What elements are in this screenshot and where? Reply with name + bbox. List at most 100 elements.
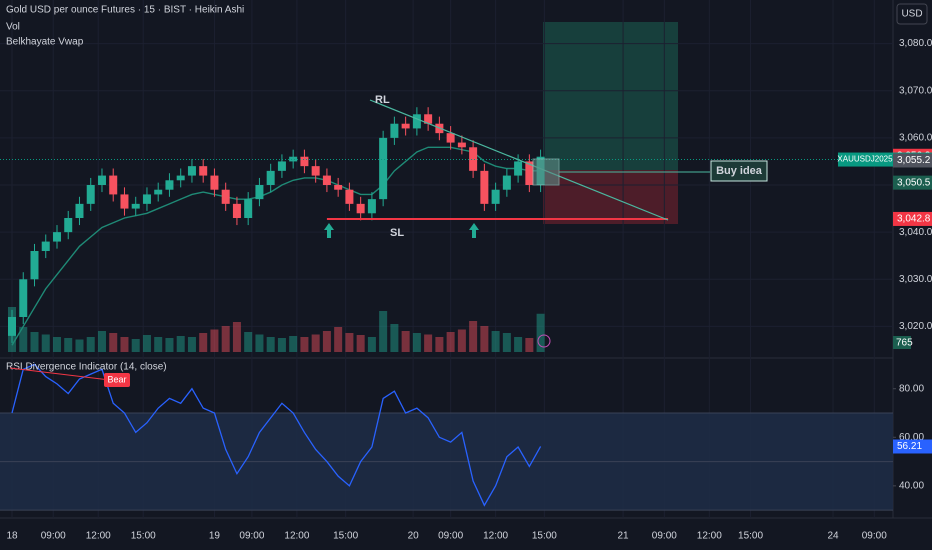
candle-body	[199, 166, 208, 176]
volume-bar	[176, 336, 185, 352]
volume-bar	[469, 321, 478, 352]
candle-body	[514, 161, 523, 176]
vwap-line	[11, 146, 541, 346]
value-tag-label: 56.21	[897, 441, 922, 452]
volume-bar	[64, 338, 73, 352]
volume-bar	[41, 334, 50, 352]
volume-bar	[536, 313, 545, 352]
candle-body	[165, 180, 174, 190]
candle-body	[480, 170, 489, 204]
volume-bar	[446, 332, 455, 352]
y-tick-label: 3,020.0	[899, 321, 932, 332]
candle-body	[289, 156, 298, 162]
volume-bar	[300, 337, 309, 352]
y-tick-label: 80.00	[899, 383, 924, 394]
volume-bar	[142, 335, 151, 352]
candle-body	[457, 142, 466, 148]
arrow-up	[324, 223, 334, 238]
divergence-badge	[104, 373, 130, 387]
indicator-title: RSI Divergence Indicator (14, close)	[6, 362, 167, 373]
price-tag	[893, 211, 932, 226]
volume-bar	[491, 331, 500, 352]
candle-body	[300, 156, 309, 167]
candle-body	[244, 199, 253, 218]
candle-body	[356, 203, 365, 214]
y-tick-label: 3,030.0	[899, 274, 932, 285]
x-tick-label: 18	[6, 531, 18, 542]
annotation: SL	[390, 227, 404, 239]
currency-button[interactable]	[896, 3, 928, 25]
volume-bar	[356, 335, 365, 352]
value-tag	[893, 439, 932, 454]
rsi-line	[11, 363, 542, 507]
volume-bar	[390, 324, 399, 352]
candle-body	[187, 166, 196, 176]
candle-body	[390, 123, 399, 138]
x-tick-label: 19	[209, 531, 221, 542]
volume-bar	[221, 326, 230, 352]
candle-body	[446, 133, 455, 143]
x-tick-label: 15:00	[131, 531, 156, 542]
volume-bar	[244, 332, 253, 352]
volume-bar	[311, 334, 320, 352]
x-tick-label: 24	[827, 531, 839, 542]
symbol-tag	[838, 152, 893, 167]
volume-bar	[525, 338, 534, 352]
candle-body	[86, 185, 95, 204]
candle-body	[266, 170, 275, 185]
volume-bar	[502, 333, 511, 352]
candle-body	[469, 147, 478, 171]
volume-bar	[19, 327, 28, 352]
x-tick-label: 09:00	[41, 531, 66, 542]
entry-box	[532, 158, 560, 186]
candle-body	[367, 199, 376, 214]
volume-bar	[199, 333, 208, 352]
volume-bar	[379, 311, 388, 352]
idea-label: Buy idea	[716, 165, 763, 177]
candle-body	[232, 203, 241, 218]
volume-bar	[187, 337, 196, 352]
candle-body	[322, 175, 331, 185]
x-tick-label: 15:00	[333, 531, 358, 542]
y-tick-label: 40.00	[899, 480, 924, 491]
price-tag-label: 3,055.2	[897, 155, 931, 166]
candle-body	[120, 194, 129, 209]
candle-body	[97, 175, 106, 185]
candle-body	[502, 175, 511, 190]
x-tick-label: 09:00	[862, 531, 887, 542]
y-tick-label: 3,060.0	[899, 132, 932, 143]
candle-body	[311, 166, 320, 176]
volume-bar	[435, 337, 444, 352]
symbol-label: XAUUSDJ2025	[837, 155, 893, 164]
x-tick-label: 15:00	[532, 531, 557, 542]
volume-bar	[412, 333, 421, 352]
volume-bar	[86, 337, 95, 352]
volume-bar	[109, 333, 118, 352]
candle-body	[8, 317, 16, 336]
volume-bar	[75, 339, 84, 352]
currency-label[interactable]: USD	[901, 9, 922, 20]
x-tick-label: 21	[618, 531, 630, 542]
volume-bar	[52, 337, 61, 352]
candle-body	[345, 189, 354, 204]
candle-body	[154, 189, 163, 195]
volume-bar	[289, 336, 298, 352]
volume-bar	[334, 327, 343, 352]
volume-bar	[165, 338, 174, 352]
volume-bar	[131, 339, 140, 352]
target-zone	[543, 22, 678, 170]
x-tick-label: 12:00	[483, 531, 508, 542]
volume-bar	[97, 331, 106, 352]
y-tick-label: 3,070.0	[899, 85, 932, 96]
volume-bar	[210, 329, 219, 352]
y-tick-label: 60.00	[899, 432, 924, 443]
price-tag-label: 3,042.8	[897, 214, 931, 225]
candle-body	[334, 185, 343, 190]
x-tick-label: 09:00	[239, 531, 264, 542]
candle-body	[109, 175, 118, 195]
x-tick-label: 12:00	[284, 531, 309, 542]
volume-bar	[154, 337, 163, 352]
volume-bar	[255, 334, 264, 352]
candle-body	[379, 137, 388, 200]
legend-item: Vol	[6, 22, 20, 33]
